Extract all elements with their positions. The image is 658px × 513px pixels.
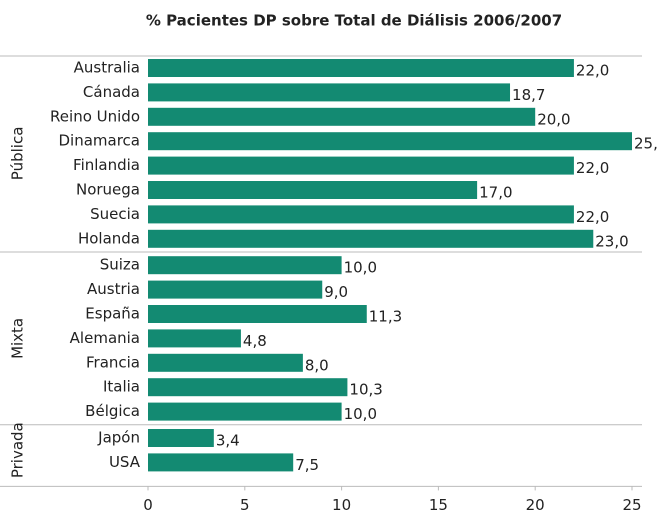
x-tick-label: 20	[526, 496, 545, 513]
bar	[148, 453, 294, 472]
x-tick-label: 15	[429, 496, 448, 513]
bar	[148, 156, 574, 175]
y-tick-label: Suecia	[90, 205, 140, 223]
value-label: 4,8	[243, 332, 267, 350]
y-tick-label: Reino Unido	[50, 107, 140, 125]
y-tick-label: Finlandia	[73, 156, 140, 174]
x-tick-label: 25	[622, 496, 641, 513]
value-label: 22,0	[576, 208, 609, 226]
bar	[148, 329, 241, 348]
bar	[148, 353, 303, 372]
bar	[148, 256, 342, 275]
value-label: 23,0	[595, 232, 628, 250]
y-tick-label: Australia	[74, 59, 140, 77]
y-tick-label: USA	[109, 453, 141, 471]
y-tick-label: Austria	[87, 280, 140, 298]
value-label: 22,0	[576, 159, 609, 177]
value-label: 10,0	[344, 259, 377, 277]
value-label: 10,0	[344, 405, 377, 423]
group-label: Pública	[9, 127, 27, 181]
bar	[148, 205, 574, 224]
bar	[148, 429, 214, 447]
value-label: 10,3	[349, 381, 382, 399]
value-label: 8,0	[305, 356, 329, 374]
x-tick-label: 10	[332, 496, 351, 513]
value-label: 18,7	[512, 86, 545, 104]
chart-title: % Pacientes DP sobre Total de Diálisis 2…	[146, 12, 562, 30]
y-tick-label: Alemania	[70, 329, 140, 347]
bar	[148, 378, 348, 397]
bar	[148, 229, 594, 248]
y-tick-label: Noruega	[76, 181, 140, 199]
bar	[148, 107, 536, 126]
y-tick-label: Bélgica	[85, 402, 140, 420]
y-tick-label: Italia	[103, 378, 140, 396]
bar	[148, 132, 632, 151]
y-tick-label: España	[85, 305, 140, 323]
value-label: 22,0	[576, 62, 609, 80]
bar	[148, 59, 574, 77]
bar	[148, 83, 511, 102]
y-tick-label: Suiza	[100, 256, 140, 274]
value-label: 3,4	[216, 432, 240, 450]
value-label: 20,0	[537, 110, 570, 128]
value-label: 11,3	[369, 308, 402, 326]
value-label: 25,0	[634, 135, 658, 153]
value-label: 9,0	[324, 283, 348, 301]
bar	[148, 280, 323, 299]
bar	[148, 305, 367, 323]
group-label: Privada	[9, 422, 27, 478]
y-tick-label: Japón	[97, 429, 140, 447]
y-tick-label: Holanda	[78, 229, 140, 247]
bar	[148, 181, 478, 199]
y-tick-label: Dinamarca	[59, 132, 141, 150]
bar	[148, 402, 342, 421]
value-label: 17,0	[479, 184, 512, 202]
x-tick-label: 0	[143, 496, 153, 513]
value-label: 7,5	[295, 456, 319, 474]
group-label: Mixta	[9, 318, 27, 359]
x-tick-label: 5	[240, 496, 250, 513]
y-tick-label: Cánada	[83, 83, 140, 101]
y-tick-label: Francia	[86, 353, 140, 371]
